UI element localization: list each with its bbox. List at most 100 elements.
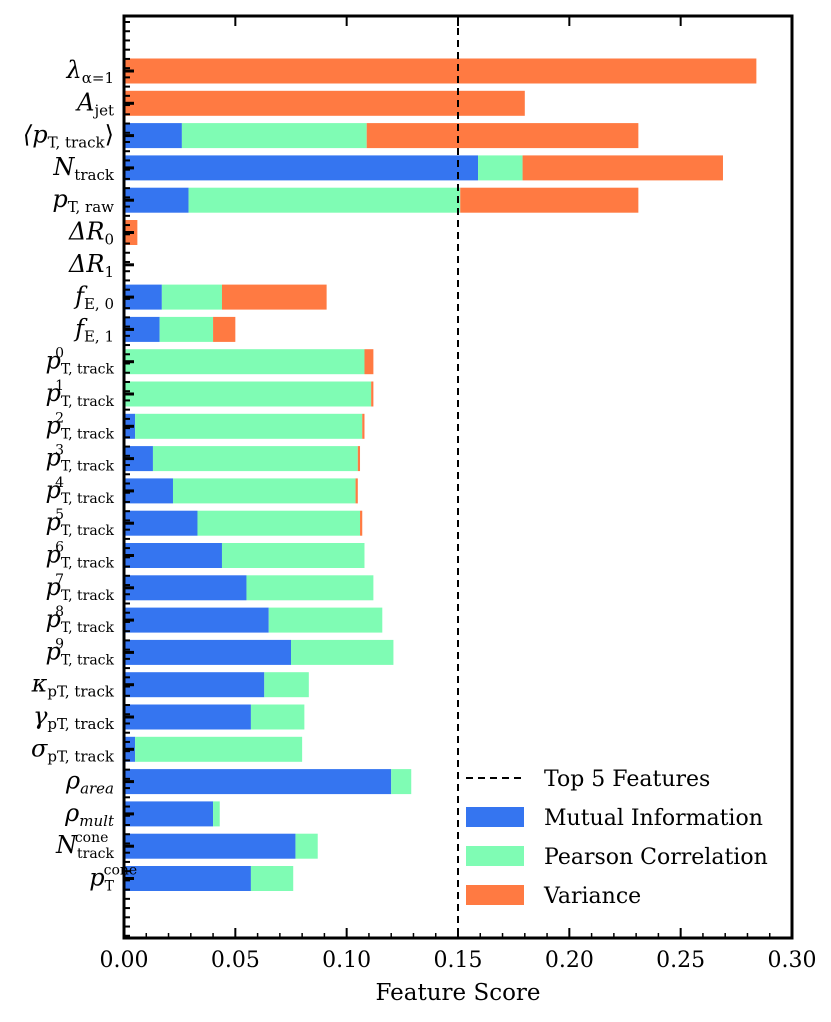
bar-pearson-correlation-12 (152, 446, 358, 472)
bar-pearson-correlation-2 (181, 123, 367, 149)
bar-pearson-correlation-19 (264, 672, 309, 698)
bar-pearson-correlation-10 (124, 381, 372, 407)
x-tick-label-1: 0.05 (211, 948, 260, 973)
legend-swatch-2 (466, 885, 524, 905)
bar-pearson-correlation-21 (135, 736, 303, 762)
bar-mutual-information-3 (124, 155, 479, 181)
bar-mutual-information-15 (124, 543, 222, 568)
x-tick-label-4: 0.20 (545, 948, 594, 973)
bar-mutual-information-25 (124, 866, 251, 891)
y-tick-label-20: γpT, track (33, 702, 115, 733)
bar-pearson-correlation-15 (221, 543, 365, 568)
y-tick-label-3: Ntrack (52, 153, 115, 184)
bar-pearson-correlation-7 (161, 284, 222, 310)
y-tick-sup-25: cone (104, 863, 138, 879)
y-tick-sup-16: 7 (55, 572, 64, 588)
y-tick-label-7: fE, 0 (73, 282, 114, 313)
legend-label-2: Variance (543, 884, 641, 909)
y-tick-sup-17: 8 (55, 604, 64, 620)
y-tick-sup-15: 6 (55, 540, 64, 556)
bar-pearson-correlation-16 (246, 575, 374, 601)
y-tick-label-0: λα=1 (66, 56, 114, 87)
y-tick-label-10: pT, track (45, 379, 114, 410)
bar-pearson-correlation-13 (172, 478, 356, 504)
y-tick-label-15: pT, track (45, 541, 114, 572)
y-tick-sup-18: 9 (55, 636, 64, 652)
bar-mutual-information-19 (124, 672, 265, 698)
bar-variance-13 (355, 478, 358, 504)
bar-mutual-information-23 (124, 801, 214, 827)
bar-pearson-correlation-24 (295, 833, 318, 859)
bar-variance-14 (360, 510, 363, 536)
bar-pearson-correlation-18 (291, 639, 394, 665)
bar-pearson-correlation-4 (188, 187, 461, 213)
y-tick-sup-9: 0 (55, 346, 64, 362)
y-tick-label-19: κpT, track (31, 670, 115, 701)
bar-mutual-information-18 (124, 639, 291, 665)
bar-mutual-information-20 (124, 704, 251, 730)
legend-label-1: Pearson Correlation (544, 845, 768, 870)
bar-variance-10 (371, 381, 374, 407)
bar-pearson-correlation-25 (250, 866, 294, 891)
bar-variance-1 (124, 90, 525, 116)
x-tick-label-2: 0.10 (322, 948, 371, 973)
bar-pearson-correlation-23 (213, 801, 220, 827)
y-tick-label-2: ⟨pT, track⟩ (23, 121, 114, 152)
y-tick-sup-14: 5 (55, 507, 64, 523)
bar-variance-0 (124, 58, 757, 84)
legend-swatch-1 (466, 846, 524, 866)
x-axis-title: Feature Score (375, 980, 540, 1006)
y-tick-sup-13: 4 (55, 475, 64, 491)
y-tick-label-23: ρmult (64, 799, 115, 830)
x-tick-label-0: 0.00 (100, 948, 149, 973)
bar-variance-8 (213, 316, 236, 342)
y-tick-label-11: pT, track (45, 411, 114, 442)
y-tick-label-5: ΔR0 (68, 218, 114, 249)
y-tick-sup-24: cone (75, 830, 109, 846)
bar-mutual-information-14 (124, 510, 198, 536)
x-tick-label-6: 0.30 (768, 948, 817, 973)
y-tick-label-13: pT, track (45, 476, 114, 507)
bar-mutual-information-22 (124, 769, 392, 795)
y-tick-label-25: pT (89, 864, 114, 895)
legend-label-0: Mutual Information (544, 806, 763, 831)
y-tick-label-1: Ajet (75, 88, 114, 119)
y-tick-sup-10: 1 (55, 378, 64, 394)
bar-pearson-correlation-22 (391, 769, 412, 795)
bar-pearson-correlation-11 (135, 413, 363, 439)
y-tick-label-6: ΔR1 (68, 250, 114, 281)
y-tick-label-21: σpT, track (31, 734, 115, 765)
bar-pearson-correlation-20 (250, 704, 305, 730)
y-tick-sup-11: 2 (55, 410, 64, 426)
y-tick-label-18: pT, track (45, 637, 114, 668)
bar-variance-9 (364, 349, 374, 375)
bar-variance-3 (522, 155, 723, 181)
y-tick-sup-12: 3 (55, 443, 64, 459)
bar-variance-12 (357, 446, 361, 472)
bar-mutual-information-4 (124, 187, 189, 213)
y-tick-label-8: fE, 1 (73, 314, 114, 345)
bar-variance-2 (366, 123, 639, 149)
bar-mutual-information-17 (124, 607, 269, 633)
bar-variance-11 (362, 413, 365, 439)
y-tick-label-22: ρarea (65, 767, 114, 798)
y-tick-label-16: pT, track (45, 573, 114, 604)
bar-variance-4 (460, 187, 639, 213)
y-tick-label-14: pT, track (45, 508, 114, 539)
x-tick-label-5: 0.25 (656, 948, 705, 973)
y-tick-label-9: pT, track (45, 347, 114, 378)
y-tick-label-24: Ntrack (55, 831, 115, 862)
bar-pearson-correlation-3 (478, 155, 523, 181)
bar-mutual-information-16 (124, 575, 247, 601)
x-tick-label-3: 0.15 (434, 948, 483, 973)
bar-mutual-information-24 (124, 833, 296, 859)
bar-pearson-correlation-9 (124, 349, 365, 375)
bar-pearson-correlation-8 (159, 316, 214, 342)
y-tick-label-12: pT, track (45, 444, 114, 475)
bar-variance-7 (221, 284, 327, 310)
y-tick-label-17: pT, track (45, 605, 114, 636)
bar-pearson-correlation-17 (268, 607, 383, 633)
legend-swatch-0 (466, 807, 524, 827)
bar-pearson-correlation-14 (197, 510, 361, 536)
